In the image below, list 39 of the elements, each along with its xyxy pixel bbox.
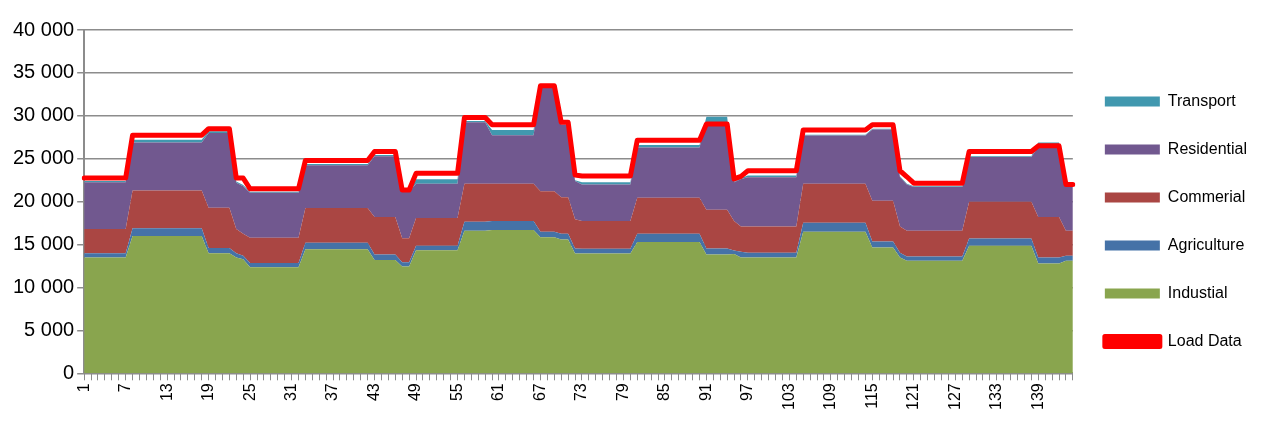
x-tick-label: 37: [323, 383, 341, 402]
legend-label: Transport: [1167, 91, 1237, 109]
y-tick-label: 5 000: [24, 317, 75, 340]
x-tick-label: 133: [987, 383, 1005, 411]
x-tick-label: 67: [530, 383, 548, 402]
x-tick-label: 97: [738, 383, 756, 402]
x-tick-label: 13: [157, 383, 175, 402]
x-tick-label: 31: [281, 383, 299, 402]
x-tick-label: 7: [116, 383, 134, 393]
x-tick-label: 121: [904, 383, 922, 411]
y-tick-label: 0: [63, 360, 75, 383]
x-tick-label: 79: [613, 383, 631, 402]
y-tick-label: 35 000: [13, 60, 75, 83]
legend-label: Agriculture: [1167, 235, 1245, 253]
x-tick-label: 115: [862, 383, 880, 409]
y-tick-label: 10 000: [13, 274, 75, 297]
y-tick-label: 15 000: [13, 232, 75, 255]
x-tick-label: 85: [655, 383, 673, 402]
x-tick-label: 103: [779, 383, 797, 411]
x-tick-label: 43: [364, 383, 382, 402]
x-tick-label: 61: [489, 383, 507, 402]
x-tick-label: 109: [821, 383, 839, 411]
legend-label: Load Data: [1167, 331, 1242, 349]
x-tick-label: 25: [240, 383, 258, 402]
legend-label: Commerial: [1167, 187, 1246, 205]
x-tick-label: 19: [199, 383, 217, 402]
x-tick-label: 139: [1028, 383, 1046, 411]
x-tick-label: 1: [74, 383, 92, 393]
legend-label: Residential: [1167, 139, 1247, 157]
y-tick-label: 30 000: [13, 103, 75, 126]
legend-label: Industial: [1167, 283, 1228, 301]
x-tick-label: 55: [447, 383, 465, 402]
y-tick-label: 40 000: [13, 17, 75, 40]
x-tick-label: 73: [572, 383, 590, 402]
y-tick-label: 25 000: [13, 146, 75, 169]
x-tick-label: 127: [945, 383, 963, 411]
x-tick-label: 91: [696, 383, 714, 402]
x-tick-label: 49: [406, 383, 424, 402]
y-tick-label: 20 000: [13, 189, 75, 212]
